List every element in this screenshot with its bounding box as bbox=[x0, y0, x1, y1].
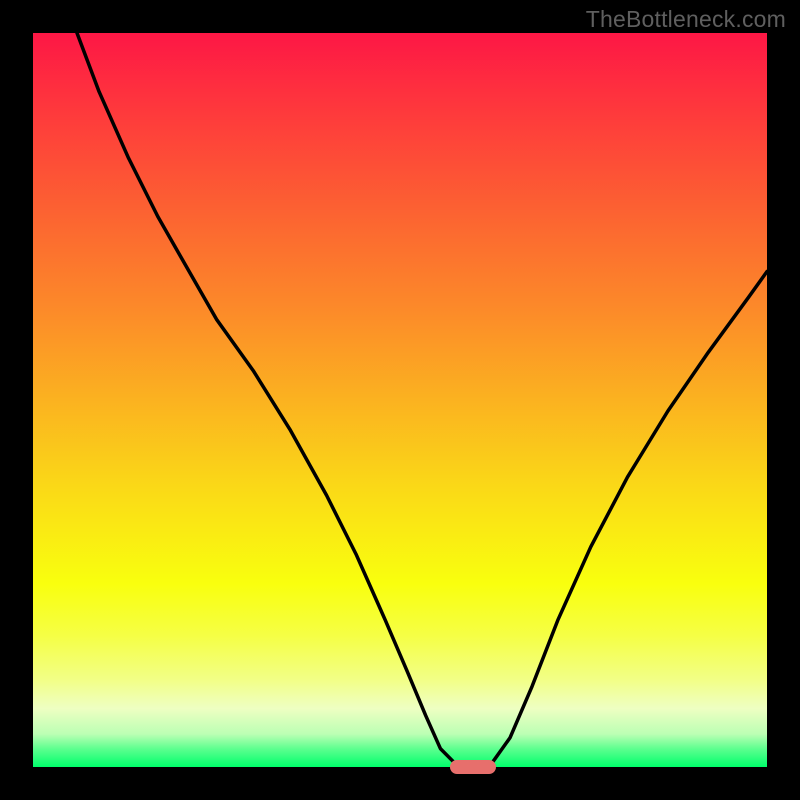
chart-frame: TheBottleneck.com bbox=[0, 0, 800, 800]
curve-polyline bbox=[77, 33, 767, 767]
optimal-marker bbox=[450, 760, 496, 774]
watermark-text: TheBottleneck.com bbox=[586, 6, 786, 33]
bottleneck-curve bbox=[0, 0, 800, 800]
